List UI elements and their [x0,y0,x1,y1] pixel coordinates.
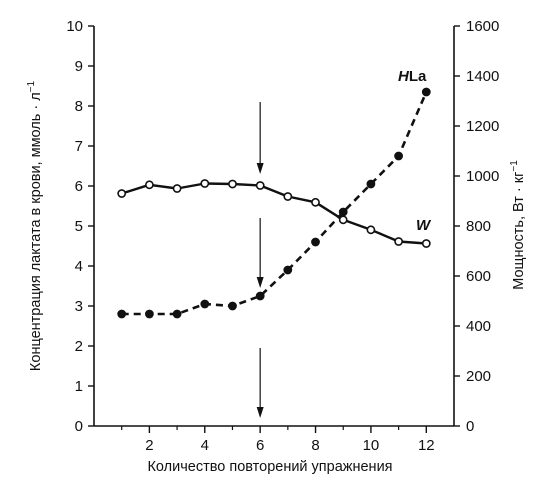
data-point-hla [421,87,431,97]
arrow-annotation [256,102,264,174]
y-left-tick-label: 1 [75,378,83,395]
x-tick-label: 10 [363,437,380,454]
data-point-w [200,179,210,188]
series-hla [117,87,431,319]
y-left-tick-label: 2 [75,338,83,355]
x-tick-label: 4 [201,437,209,454]
series-label-hla: HLa [398,68,427,85]
arrow-head [256,407,264,418]
y-right-tick-label: 1000 [466,168,499,185]
y-left-tick-label: 8 [75,98,83,115]
data-point-w [366,225,376,235]
arrow-annotation [256,218,264,288]
y-left-tick-label: 6 [75,178,83,195]
data-point-hla [228,301,237,311]
y-left-tick-label: 4 [75,258,83,275]
x-tick-label: 2 [145,437,153,454]
data-point-hla [117,309,127,319]
arrow-head [256,163,264,174]
axes: 0123456789100200400600800100012001400160… [66,18,499,454]
y-left-tick-label: 0 [75,418,83,435]
y-axis-right-title-superscript: −1 [509,160,520,172]
y-right-tick-label: 1200 [466,118,499,135]
y-left-tick-label: 10 [66,18,83,35]
y-right-tick-label: 1400 [466,68,499,85]
y-right-tick-label: 800 [466,218,491,235]
data-point-hla [172,309,182,319]
x-axis-title: Количество повторений упражнения [147,459,392,475]
y-axis-left-title-text: Концентрация лактата в крови, ммоль · л [28,92,44,371]
data-point-hla [366,179,376,189]
data-point-w [144,180,154,190]
y-right-tick-label: 0 [466,418,474,435]
data-point-w [228,179,237,189]
data-point-w [394,237,403,246]
data-point-w [255,181,265,190]
series-label-w: W [416,217,432,234]
series-w [117,179,431,248]
series-line-hla [121,91,428,316]
data-point-w [117,189,127,198]
arrow-head [256,277,264,288]
svg-text:Концентрация лактата в крови,: Концентрация лактата в крови, ммоль · л−… [26,80,44,371]
y-right-tick-label: 1600 [466,18,499,35]
data-point-hla [311,237,320,247]
y-axis-right-title-text: Мощность, Вт · кг [511,172,527,290]
data-point-w [283,192,293,201]
series-label-hla-text: La [409,68,427,85]
series-line-w [121,182,427,245]
svg-text:Мощность, Вт · кг−1: Мощность, Вт · кг−1 [509,160,527,290]
series-label-hla-italic: H [398,68,410,85]
series-layer [117,87,431,319]
data-point-w [338,215,348,225]
arrow-annotation [256,348,264,418]
y-right-tick-label: 400 [466,318,491,335]
data-point-w [311,197,320,207]
annotation-layer [256,102,264,418]
x-tick-label: 12 [418,437,435,454]
data-point-hla [394,151,403,161]
data-point-hla [200,299,210,309]
y-axis-left-title-superscript: −1 [26,80,37,92]
y-left-tick-label: 3 [75,298,83,315]
y-right-tick-label: 200 [466,368,491,385]
y-right-tick-label: 600 [466,268,491,285]
y-left-tick-label: 7 [75,138,83,155]
data-point-hla [338,207,348,217]
y-left-tick-label: 5 [75,218,83,235]
x-tick-label: 8 [311,437,319,454]
data-point-hla [144,309,154,319]
x-tick-label: 6 [256,437,264,454]
y-axis-right-title: Мощность, Вт · кг−1 [509,160,527,290]
data-point-w [172,184,182,193]
data-point-w [421,239,431,248]
data-point-hla [283,265,293,275]
y-left-tick-label: 9 [75,58,83,75]
data-point-hla [255,291,265,301]
y-axis-left-title: Концентрация лактата в крови, ммоль · л−… [26,80,44,371]
